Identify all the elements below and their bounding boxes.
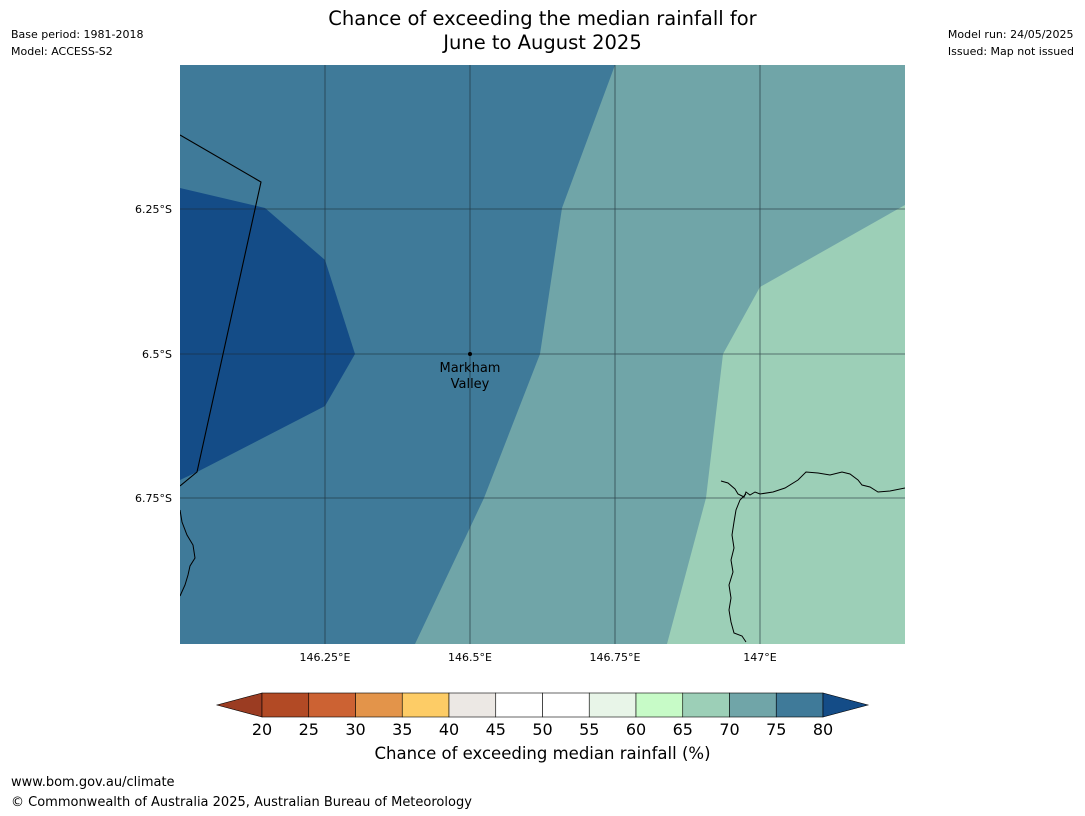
colorbar-tick-label: 20 (252, 720, 272, 739)
base-period: Base period: 1981-2018 (11, 28, 144, 41)
colorbar-tick-label: 80 (813, 720, 833, 739)
place-name-line-2: Valley (451, 377, 490, 392)
graticule (180, 65, 905, 644)
band-65-70 (667, 205, 905, 644)
colorbar-extend-high (822, 692, 870, 718)
lon-label-146-5: 146.5°E (448, 651, 492, 664)
lat-label-6-75: 6.75°S (135, 492, 172, 505)
colorbar-tick-label: 40 (439, 720, 459, 739)
lon-label-147: 147°E (743, 651, 776, 664)
colorbar-tick-label: 60 (626, 720, 646, 739)
colorbar-bins (215, 692, 870, 718)
colorbar-bin (261, 692, 310, 718)
colorbar-bin (448, 692, 497, 718)
issued-status: Issued: Map not issued (947, 45, 1074, 58)
place-marker (468, 352, 472, 356)
colorbar-bin (729, 692, 777, 718)
colorbar-tick-label: 70 (719, 720, 739, 739)
colorbar-tick-label: 50 (532, 720, 552, 739)
colorbar-bin (588, 692, 637, 718)
footer-copyright: © Commonwealth of Australia 2025, Austra… (11, 795, 472, 810)
colorbar-bin (495, 692, 543, 718)
colorbar-bin (682, 692, 730, 718)
colorbar-tick-label: 55 (579, 720, 599, 739)
colorbar-tick-label: 30 (345, 720, 365, 739)
west-coastline (180, 509, 196, 597)
band-80-plus (180, 188, 355, 480)
colorbar-tick-label: 75 (766, 720, 786, 739)
colorbar-bin (635, 692, 684, 718)
colorbar-bin (308, 692, 356, 718)
colorbar-ticks: 20 25 30 35 40 45 50 55 60 65 70 75 80 (252, 720, 833, 739)
colorbar-tick-label: 35 (392, 720, 412, 739)
border-line (180, 134, 262, 487)
footer-url[interactable]: www.bom.gov.au/climate (11, 775, 175, 790)
colorbar-bin (355, 692, 403, 718)
colorbar-extend-low (215, 692, 263, 718)
map-title: Chance of exceeding the median rainfall … (0, 7, 1085, 55)
lat-label-6-5: 6.5°S (142, 348, 172, 361)
lat-label-6-25: 6.25°S (135, 203, 172, 216)
model-run: Model run: 24/05/2025 (947, 28, 1074, 41)
colorbar-tick-label: 25 (299, 720, 319, 739)
colorbar-title: Chance of exceeding median rainfall (%) (374, 744, 711, 763)
east-coastline (720, 471, 905, 498)
meta-right: Model run: 24/05/2025 Issued: Map not is… (948, 26, 1074, 60)
colorbar-tick-label: 65 (673, 720, 693, 739)
colorbar-tick-label: 45 (486, 720, 506, 739)
lon-label-146-75: 146.75°E (590, 651, 641, 664)
lon-label-146-25: 146.25°E (300, 651, 351, 664)
east-coastline-south (728, 493, 747, 643)
colorbar-bin (401, 692, 450, 718)
colorbar-bin (775, 692, 824, 718)
model-name: Model: ACCESS-S2 (11, 45, 113, 58)
colorbar-bin (542, 692, 590, 718)
title-line-2: June to August 2025 (443, 31, 642, 54)
place-name-line-1: Markham (440, 361, 501, 376)
title-line-1: Chance of exceeding the median rainfall … (328, 7, 757, 30)
meta-left: Base period: 1981-2018 Model: ACCESS-S2 (11, 26, 143, 60)
